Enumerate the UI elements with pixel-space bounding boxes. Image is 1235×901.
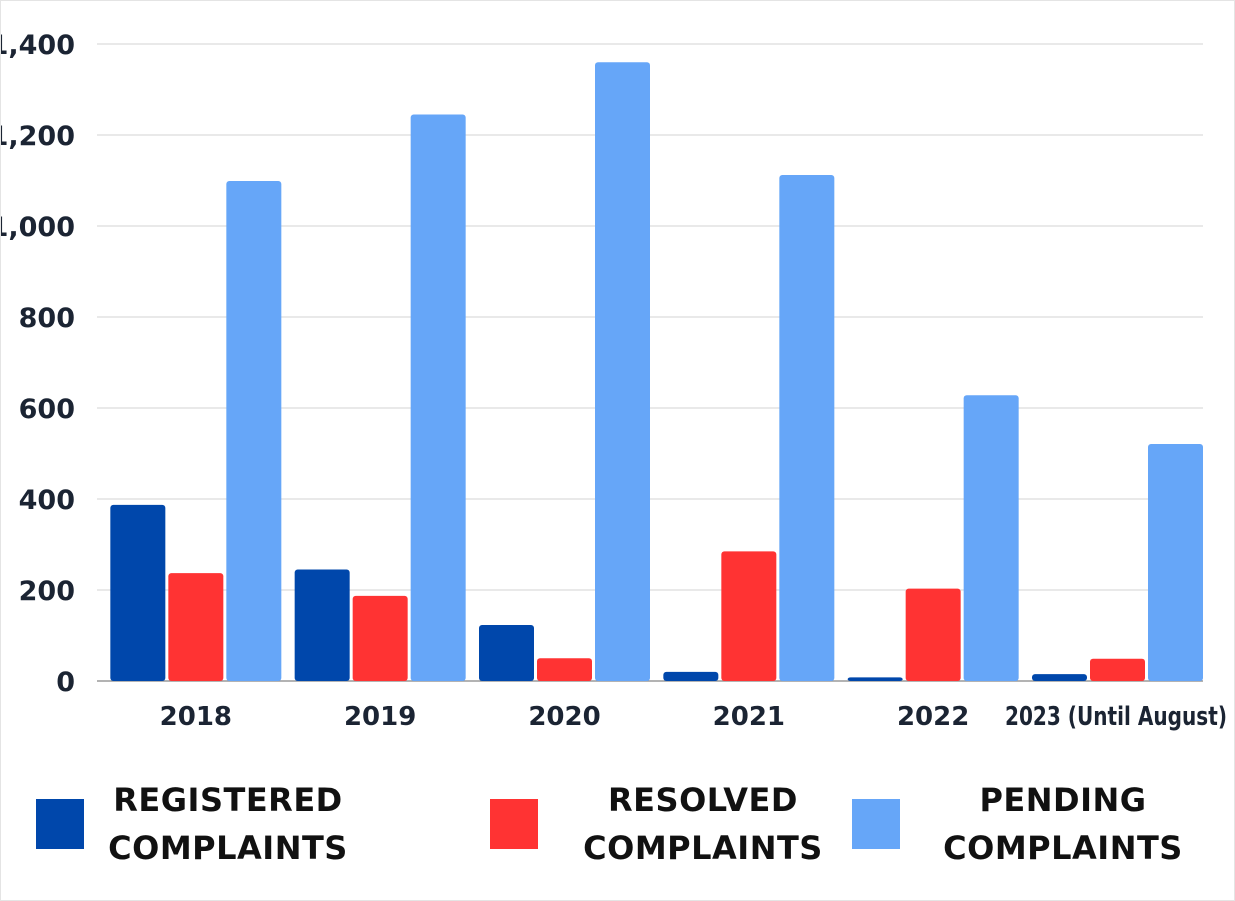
bar-pending-3 [779, 175, 835, 682]
legend-item-pending: PENDING COMPLAINTS [852, 776, 1198, 872]
y-tick-label: 1,000 [1, 212, 75, 243]
x-tick-label: 2021 [713, 702, 785, 732]
y-axis-ticks: 0 200 400 600 800 1,000 1,200 1,400 [1, 30, 75, 698]
x-tick-label: 2020 [528, 702, 600, 732]
bar-registered-3 [663, 671, 719, 681]
legend-label-registered-line1: REGISTERED [113, 781, 343, 819]
bar-registered-2 [479, 625, 534, 681]
y-tick-label: 1,400 [1, 30, 75, 61]
bar-pending-2 [595, 62, 650, 681]
bar-registered-4 [847, 677, 903, 681]
y-tick-label: 800 [19, 303, 75, 334]
legend-label-resolved: RESOLVED COMPLAINTS [568, 776, 838, 872]
bar-pending-1 [410, 114, 466, 681]
bar-resolved-5 [1090, 658, 1145, 681]
legend-label-pending-line1: PENDING [979, 781, 1147, 819]
y-tick-label: 400 [19, 485, 75, 516]
y-tick-label: 0 [56, 667, 75, 698]
bar-pending-4 [963, 395, 1019, 681]
bar-chart: 0 200 400 600 800 1,000 1,200 1,400 2018 2019 202… [1, 30, 1227, 732]
legend-item-registered: REGISTERED COMPLAINTS [36, 776, 358, 872]
x-tick-label: 2023 (Until August) [1005, 702, 1227, 732]
bar-registered-5 [1032, 674, 1087, 681]
legend-label-registered: REGISTERED COMPLAINTS [98, 776, 358, 872]
bar-resolved-0 [168, 573, 224, 681]
legend-swatch-resolved [490, 799, 538, 849]
x-tick-label: 2018 [160, 702, 232, 732]
bar-resolved-4 [905, 588, 961, 681]
bar-resolved-2 [537, 658, 592, 681]
y-tick-label: 200 [19, 576, 75, 607]
legend-item-resolved: RESOLVED COMPLAINTS [490, 776, 838, 872]
bar-registered-1 [294, 569, 350, 681]
x-axis-ticks: 2018 2019 2020 2021 2022 2023 (Until August) [160, 702, 1227, 732]
legend-label-pending: PENDING COMPLAINTS [928, 776, 1198, 872]
bar-resolved-3 [721, 551, 777, 681]
x-tick-label: 2022 [897, 702, 969, 732]
legend-label-pending-line2: COMPLAINTS [943, 829, 1183, 867]
bar-pending-5 [1148, 443, 1203, 681]
x-tick-label: 2019 [344, 702, 416, 732]
legend-label-resolved-line1: RESOLVED [608, 781, 798, 819]
bar-registered-0 [110, 504, 166, 681]
bar-pending-0 [226, 180, 282, 681]
legend-label-registered-line2: COMPLAINTS [108, 829, 348, 867]
y-tick-label: 1,200 [1, 121, 75, 152]
y-tick-label: 600 [19, 394, 75, 425]
bar-resolved-1 [352, 595, 408, 681]
legend-swatch-pending [852, 799, 900, 849]
legend-swatch-registered [36, 799, 84, 849]
bars [110, 62, 1203, 682]
legend-label-resolved-line2: COMPLAINTS [583, 829, 823, 867]
